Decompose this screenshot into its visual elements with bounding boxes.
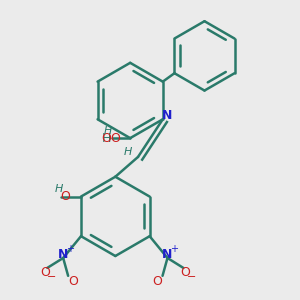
- Text: H: H: [124, 147, 132, 157]
- Text: O: O: [68, 275, 78, 288]
- Text: O: O: [110, 132, 120, 145]
- Text: O: O: [153, 275, 163, 288]
- Text: +: +: [66, 244, 74, 254]
- Text: N: N: [162, 248, 173, 260]
- Text: H: H: [102, 132, 111, 145]
- Text: H: H: [55, 184, 63, 194]
- Text: O: O: [40, 266, 50, 279]
- Text: O: O: [180, 266, 190, 279]
- Text: −: −: [187, 272, 196, 282]
- Text: N: N: [58, 248, 68, 260]
- Text: H: H: [104, 126, 112, 136]
- Text: O: O: [60, 190, 70, 203]
- Text: O: O: [101, 132, 111, 145]
- Text: −: −: [46, 272, 56, 282]
- Text: +: +: [170, 244, 178, 254]
- Text: N: N: [162, 109, 172, 122]
